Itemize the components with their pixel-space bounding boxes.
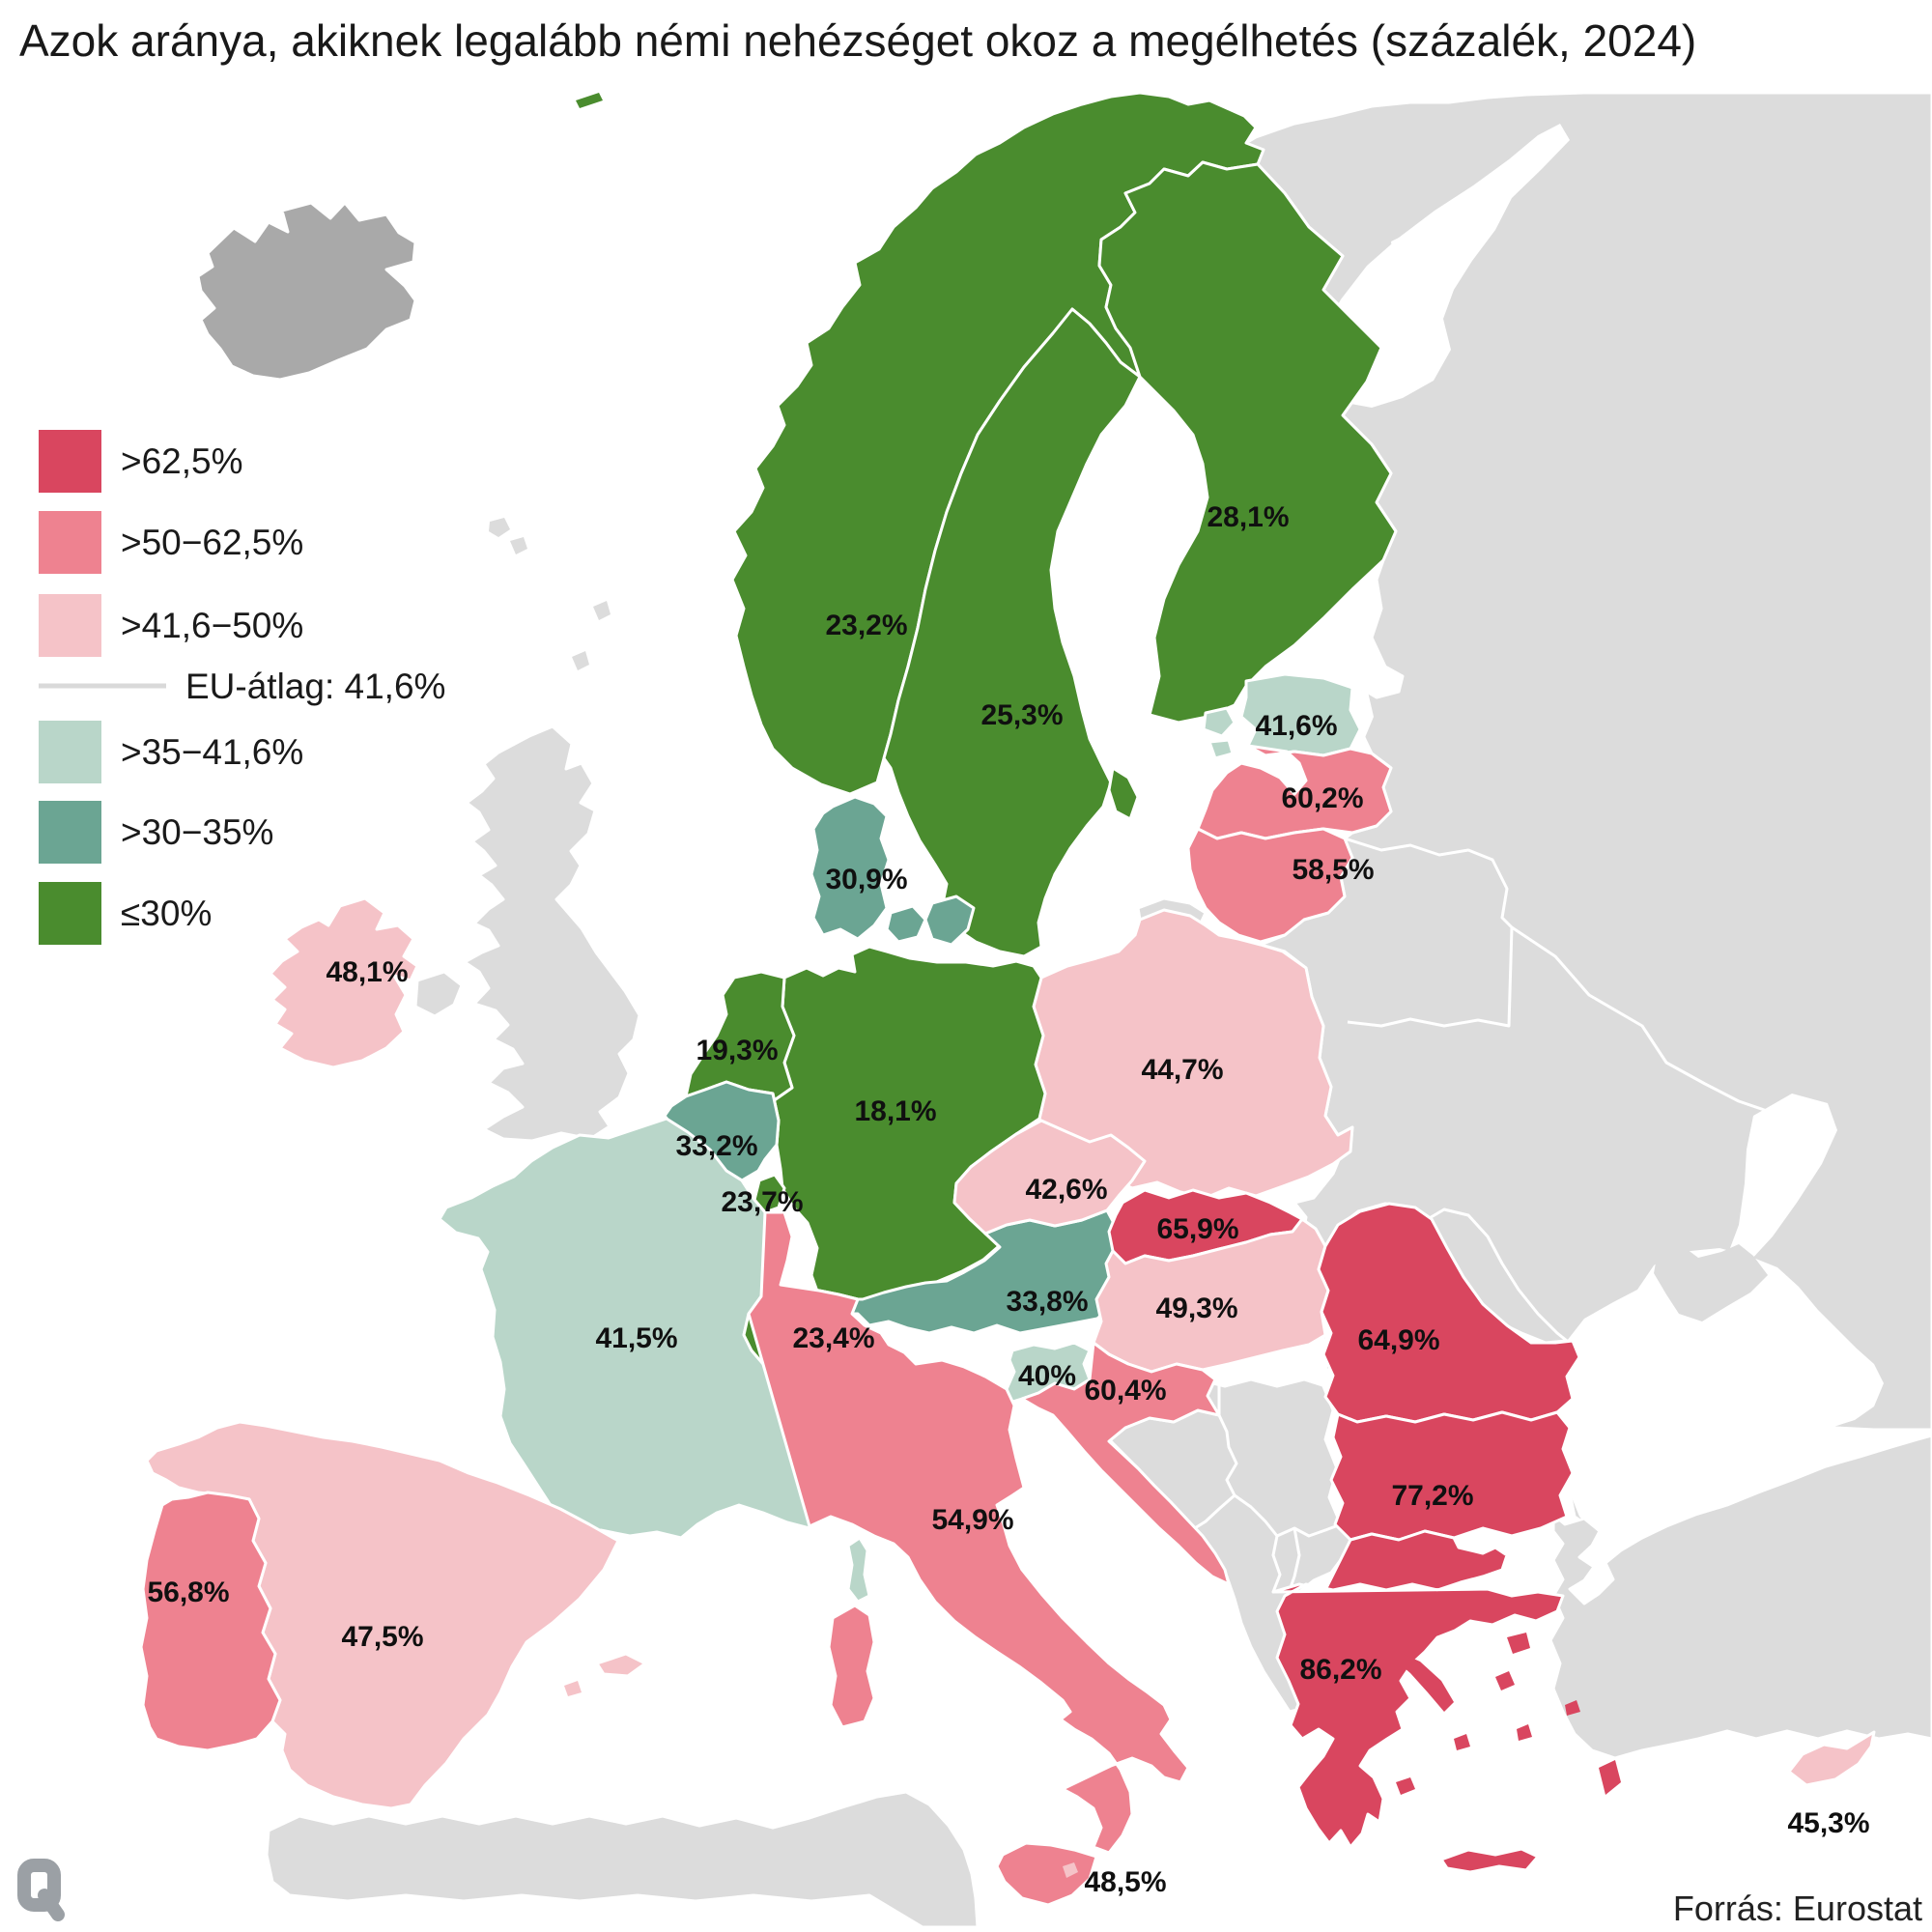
svg-text:77,2%: 77,2% [1391,1480,1473,1512]
svg-text:58,5%: 58,5% [1292,854,1374,886]
svg-text:>50−62,5%: >50−62,5% [121,523,303,562]
svg-text:23,7%: 23,7% [721,1186,803,1218]
svg-text:60,4%: 60,4% [1084,1375,1166,1406]
svg-text:Azok aránya, akiknek legalább: Azok aránya, akiknek legalább némi nehéz… [19,15,1696,66]
svg-text:33,2%: 33,2% [675,1130,757,1162]
svg-text:Forrás: Eurostat: Forrás: Eurostat [1673,1889,1922,1928]
svg-text:23,4%: 23,4% [792,1322,874,1354]
svg-text:41,5%: 41,5% [595,1322,677,1354]
svg-text:48,1%: 48,1% [326,956,408,988]
svg-text:25,3%: 25,3% [980,699,1063,731]
svg-text:49,3%: 49,3% [1155,1293,1237,1324]
svg-text:56,8%: 56,8% [147,1577,229,1608]
svg-text:30,9%: 30,9% [825,864,907,895]
svg-text:>30−35%: >30−35% [121,812,273,852]
svg-text:60,2%: 60,2% [1281,782,1363,814]
svg-text:47,5%: 47,5% [341,1621,423,1653]
svg-text:65,9%: 65,9% [1156,1213,1238,1245]
svg-text:18,1%: 18,1% [854,1095,936,1127]
svg-text:>41,6−50%: >41,6−50% [121,606,303,645]
svg-text:23,2%: 23,2% [825,610,907,641]
svg-text:86,2%: 86,2% [1299,1654,1381,1686]
svg-text:19,3%: 19,3% [696,1035,778,1066]
svg-text:40%: 40% [1018,1360,1076,1392]
svg-text:EU-átlag: 41,6%: EU-átlag: 41,6% [185,667,445,706]
svg-text:42,6%: 42,6% [1025,1174,1107,1206]
svg-text:≤30%: ≤30% [121,894,212,933]
svg-text:54,9%: 54,9% [931,1504,1013,1536]
svg-text:44,7%: 44,7% [1141,1054,1223,1086]
svg-text:>62,5%: >62,5% [121,441,243,481]
svg-text:33,8%: 33,8% [1006,1286,1088,1318]
svg-text:48,5%: 48,5% [1084,1866,1166,1898]
svg-text:>35−41,6%: >35−41,6% [121,732,303,772]
svg-text:41,6%: 41,6% [1255,710,1337,742]
svg-text:45,3%: 45,3% [1787,1807,1869,1839]
svg-text:28,1%: 28,1% [1207,501,1289,533]
svg-text:64,9%: 64,9% [1357,1324,1439,1356]
